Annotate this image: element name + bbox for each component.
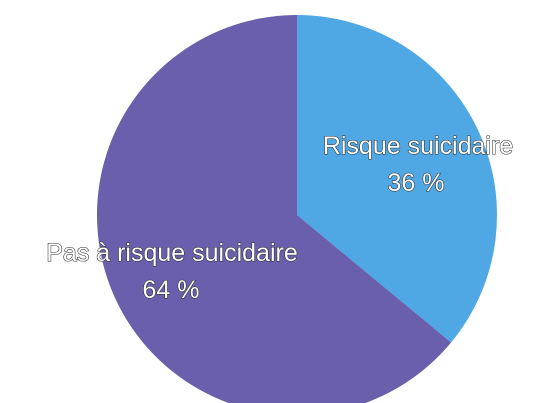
slice-labels: Risque suicidaire 36 % Pas à risque suic… [46, 131, 514, 304]
pie-slice-0 [297, 15, 497, 343]
pie-slices [96, 15, 497, 403]
slice-label-risque-suicidaire: Risque suicidaire [323, 132, 513, 160]
pie-slice-1 [96, 15, 452, 403]
slice-value-risque-suicidaire: 36 % [388, 169, 445, 197]
slice-label-pas-a-risque: Pas à risque suicidaire [46, 239, 298, 267]
slice-value-pas-a-risque: 64 % [143, 276, 200, 304]
